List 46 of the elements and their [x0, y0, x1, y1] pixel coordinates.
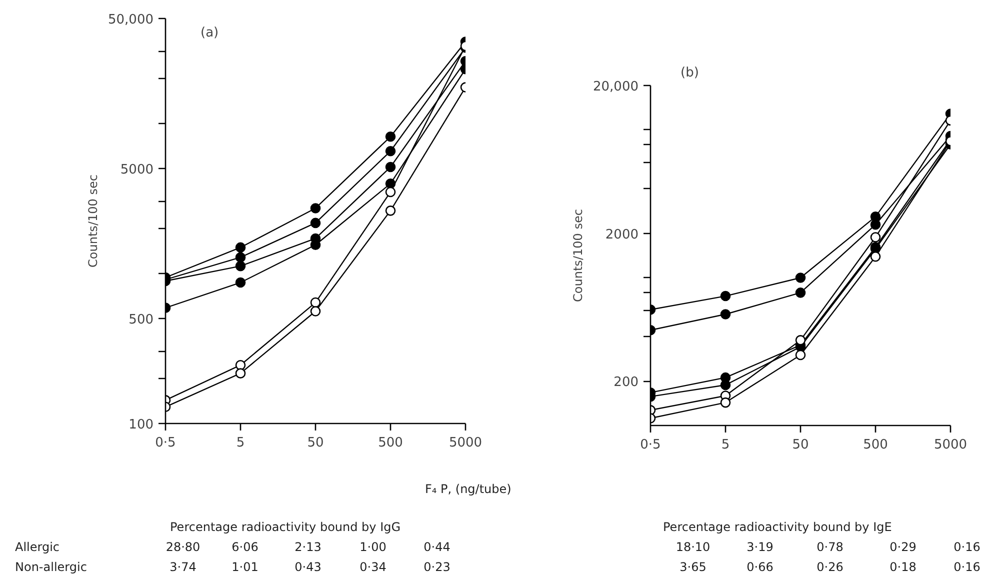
y-tick-label: 200	[614, 375, 639, 390]
x-tick-label: 500	[378, 436, 403, 450]
y-tick-label: 20,000	[593, 80, 639, 94]
text: 3·19	[746, 539, 774, 556]
x-tick-label: 5000	[448, 436, 482, 450]
text: 6·06	[232, 539, 258, 556]
text: 0·34	[360, 559, 386, 576]
x-tick-label: 5000	[934, 438, 968, 452]
y-tick-label: 50,000	[108, 12, 154, 28]
x-tick-label: 500	[863, 438, 888, 452]
x-tick-label: 50	[792, 438, 809, 452]
x-tick-label: 5	[721, 438, 730, 452]
y-tick-label: 5000	[120, 162, 154, 178]
text: 3·65	[680, 559, 706, 576]
x-tick-label: 5	[236, 436, 245, 450]
text: (a)	[200, 26, 219, 40]
text: Percentage radioactivity bound by IgG	[170, 519, 401, 536]
chart-title: (b)	[680, 66, 699, 80]
text: 0·43	[294, 559, 322, 576]
text: 1·00	[360, 539, 386, 556]
text: 3·74	[170, 559, 196, 576]
text: 0·44	[424, 539, 450, 556]
text: 0·16	[954, 539, 980, 556]
text: 0·26	[816, 559, 844, 576]
x-tick-label: 50	[307, 436, 324, 450]
text: 1·01	[232, 559, 258, 576]
text: Percentage radioactivity bound by IgE	[663, 519, 892, 536]
y-tick-label: 2000	[605, 227, 639, 242]
text: 0·18	[890, 559, 916, 576]
text: Allergic	[15, 539, 60, 556]
text: 18·10	[676, 539, 710, 556]
x-tick-label: 0·5	[155, 436, 176, 450]
x-axis-title: F₄ P, (ng/tube)	[425, 481, 512, 498]
text: Non-allergic	[15, 559, 87, 576]
y-axis-title: Counts/100 sec	[571, 209, 586, 302]
text: 28·80	[166, 539, 200, 556]
y-tick-label: 100	[128, 418, 154, 432]
text: 0·16	[954, 559, 980, 576]
text: 0·66	[746, 559, 774, 576]
x-tick-label: 0·5	[640, 438, 661, 452]
y-tick-label: 500	[128, 312, 154, 328]
text: 0·23	[424, 559, 450, 576]
text: 0·78	[816, 539, 844, 556]
y-axis-title: Counts/100 sec	[86, 174, 100, 268]
text: 0·29	[890, 539, 916, 556]
text: 2·13	[294, 539, 322, 556]
